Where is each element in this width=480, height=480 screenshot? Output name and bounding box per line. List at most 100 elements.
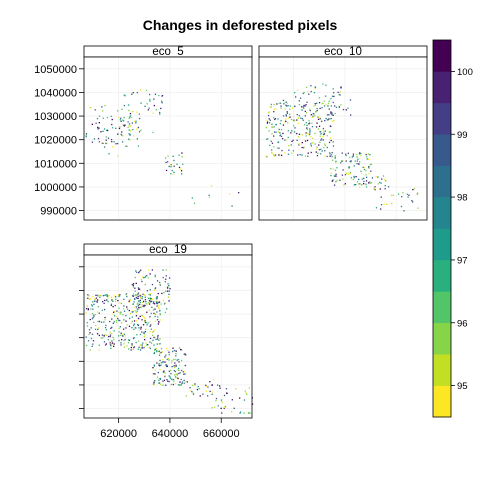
data-point xyxy=(304,155,307,157)
data-point xyxy=(139,89,141,91)
data-point xyxy=(97,327,100,329)
data-point xyxy=(267,138,269,140)
data-point xyxy=(271,142,274,144)
data-point xyxy=(168,353,170,356)
data-point xyxy=(165,384,167,386)
data-point xyxy=(134,120,136,123)
data-point xyxy=(107,297,109,299)
data-point xyxy=(143,316,145,318)
data-point xyxy=(92,314,95,316)
data-point xyxy=(104,334,106,336)
data-point xyxy=(211,384,213,386)
data-point xyxy=(157,351,159,353)
data-point xyxy=(142,315,144,317)
data-point xyxy=(110,304,112,306)
data-point xyxy=(158,382,161,384)
data-point xyxy=(180,384,182,386)
data-point xyxy=(173,370,176,372)
data-point xyxy=(360,155,362,157)
data-point xyxy=(129,116,131,118)
data-point xyxy=(115,296,117,298)
data-point xyxy=(134,287,136,289)
data-point xyxy=(342,169,344,171)
data-point xyxy=(113,330,115,332)
panel-bg xyxy=(259,57,427,220)
y-tick-label: 990000 xyxy=(40,206,77,218)
data-point xyxy=(165,269,167,271)
data-point xyxy=(220,407,222,409)
data-point xyxy=(285,139,287,141)
data-point xyxy=(169,288,171,290)
data-point xyxy=(128,104,130,106)
data-point xyxy=(130,117,133,119)
data-point xyxy=(173,165,175,167)
data-point xyxy=(221,412,223,414)
data-point xyxy=(170,173,172,175)
data-point xyxy=(287,136,289,139)
color-key-bin xyxy=(433,197,451,229)
data-point xyxy=(175,377,177,379)
data-point xyxy=(168,290,170,292)
data-point xyxy=(323,105,326,107)
data-point xyxy=(163,292,165,294)
data-point xyxy=(148,107,150,109)
data-point xyxy=(288,149,290,151)
data-point xyxy=(178,384,181,386)
data-point xyxy=(310,136,312,138)
data-point xyxy=(344,174,347,176)
data-point xyxy=(287,122,289,124)
data-point xyxy=(96,333,99,335)
data-point xyxy=(270,106,272,108)
data-point xyxy=(332,159,334,161)
data-point xyxy=(226,392,228,394)
data-point xyxy=(162,276,164,279)
data-point xyxy=(147,344,149,346)
data-point xyxy=(324,120,326,122)
data-point xyxy=(152,339,154,341)
data-point xyxy=(310,114,312,116)
data-point xyxy=(108,295,110,297)
data-point xyxy=(118,327,120,330)
data-point xyxy=(361,178,363,180)
data-point xyxy=(120,120,122,122)
data-point xyxy=(294,92,296,94)
data-point xyxy=(290,144,292,146)
data-point xyxy=(159,314,161,316)
data-point xyxy=(192,393,195,395)
data-point xyxy=(138,288,140,290)
grid xyxy=(84,57,252,220)
data-point xyxy=(368,166,370,168)
data-point xyxy=(211,391,214,393)
data-point xyxy=(154,93,157,95)
data-point xyxy=(291,152,293,154)
data-point xyxy=(312,115,314,117)
data-point xyxy=(251,403,254,405)
data-point xyxy=(86,325,89,327)
data-point xyxy=(287,153,290,155)
data-point xyxy=(210,185,213,187)
data-point xyxy=(98,312,100,314)
data-point xyxy=(413,187,416,190)
data-point xyxy=(150,312,152,315)
data-point xyxy=(120,302,123,305)
data-point xyxy=(245,392,247,394)
data-point xyxy=(144,305,146,307)
data-point xyxy=(181,381,184,383)
data-point xyxy=(149,93,151,96)
data-point xyxy=(163,370,165,372)
data-point xyxy=(333,184,336,186)
data-point xyxy=(239,411,242,413)
data-point xyxy=(384,188,386,190)
data-point xyxy=(310,90,312,93)
data-point xyxy=(177,377,179,379)
data-point xyxy=(360,172,363,174)
data-point xyxy=(141,304,143,306)
data-point xyxy=(401,196,403,198)
data-point xyxy=(285,101,287,103)
data-point xyxy=(136,91,138,94)
data-point xyxy=(116,316,118,318)
data-point xyxy=(269,119,271,121)
data-point xyxy=(98,122,100,124)
data-point xyxy=(291,140,293,143)
